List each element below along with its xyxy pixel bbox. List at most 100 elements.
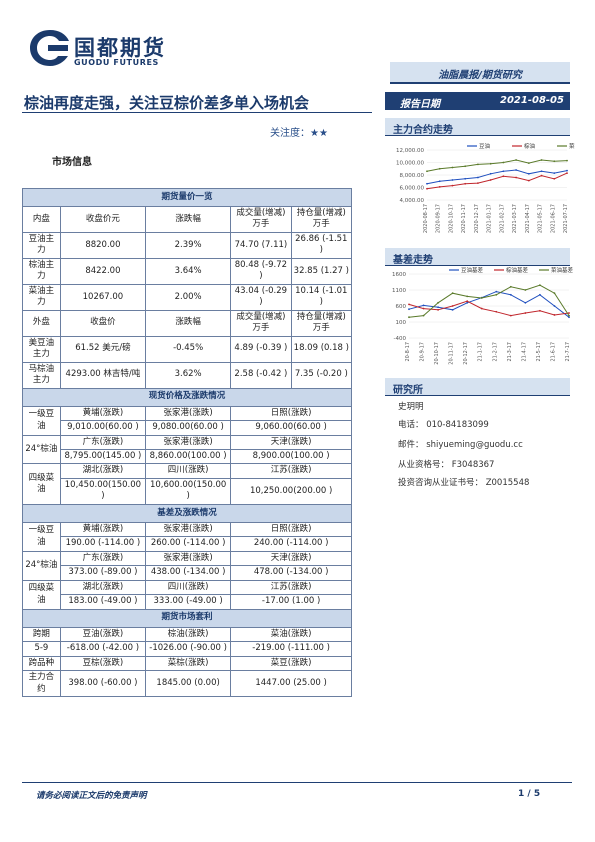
data-point	[437, 301, 439, 304]
data-point	[451, 308, 454, 311]
basis-label: 一级豆油	[22, 521, 61, 552]
focus-stars-icon: ★★	[310, 128, 328, 139]
report-date-value: 2021-08-05	[500, 95, 564, 106]
outer-header-row-cell: 涨跌幅	[145, 309, 232, 337]
data-point	[553, 305, 556, 307]
data-point	[509, 285, 512, 288]
y-tick-label: 8,000.00	[400, 173, 425, 179]
basis-value: 478.00 (-134.00 )	[230, 565, 352, 581]
basis-value: 260.00 (-114.00 )	[145, 536, 232, 552]
basis-value: 190.00 (-114.00 )	[59, 536, 147, 552]
inner-data-row-cell: 43.04 (-0.29 )	[230, 283, 292, 311]
data-point	[553, 160, 556, 163]
spot-value: 10,250.00(200.00 )	[230, 477, 352, 505]
basis-section-title-row: 基差及涨跌情况	[22, 503, 352, 523]
futures-section-title-row: 期货量价一览	[22, 188, 352, 207]
spot-section-title-row: 现货价格及涨跌情况	[22, 387, 352, 407]
arb-header-row: 跨品种 豆棕(涨跌) 菜棕(涨跌) 菜豆(涨跌)	[22, 655, 352, 672]
basis-region: 黄埔(涨跌)	[59, 521, 147, 538]
data-point	[489, 179, 492, 181]
inner-data-row-cell: 2.00%	[145, 283, 232, 311]
inner-data-row: 棕油主力 8422.00 3.64% 80.48 (-9.72 ) 32.85 (1.2…	[22, 257, 353, 285]
x-tick-label: 21-1-17	[478, 342, 484, 362]
inner-header-row-cell: 涨跌幅	[145, 206, 232, 233]
legend-label: 菜油	[569, 142, 575, 150]
data-point	[437, 306, 439, 309]
x-tick-label: 21-5-17	[536, 342, 542, 362]
basis-value-row: 373.00 (-89.00 ) 438.00 (-134.00 ) 478.00 …	[23, 565, 352, 581]
logo-subtext: GUODU FUTURES	[74, 58, 159, 67]
data-point	[509, 293, 512, 296]
outer-data-row-cell: 4.89 (-0.39 )	[230, 335, 292, 363]
data-point	[480, 297, 483, 299]
outer-header-row-cell: 成交量(增减)万手	[230, 309, 292, 337]
data-point	[568, 316, 570, 319]
arb-header-row-cell: 豆棕(涨跌)	[59, 655, 147, 672]
spot-label: 24°棕油	[22, 434, 61, 465]
y-tick-label: 12,000.00	[396, 148, 424, 154]
data-point	[466, 295, 469, 298]
guodu-logo-icon	[30, 30, 69, 66]
data-point	[408, 303, 410, 306]
legend-label: 棕油	[524, 142, 536, 150]
arb-header-row: 跨期 豆油(涨跌) 棕油(涨跌) 菜油(涨跌)	[22, 626, 352, 643]
arb-header-row-cell: 棕油(涨跌)	[145, 626, 232, 643]
x-tick-label: 2021-07-17	[563, 204, 569, 233]
arb-data-row: 5-9 -618.00 (-42.00 ) -1026.00 (-90.00 ) -2…	[22, 641, 352, 657]
data-point	[438, 185, 441, 188]
data-point	[539, 284, 541, 287]
data-point	[527, 179, 530, 182]
data-point	[422, 307, 425, 310]
arb-header-row-cell: 跨期	[22, 626, 61, 643]
futures-section-title: 期货量价一览	[22, 188, 352, 207]
inner-data-row-cell: 26.86 (-1.51 )	[290, 231, 353, 259]
legend-label: 棕油基差	[506, 266, 529, 274]
disclaimer-link[interactable]: 请务必阅读正文后的免责声明	[36, 791, 147, 801]
spot-region: 广东(涨跌)	[59, 434, 147, 450]
data-point	[489, 162, 492, 165]
data-point	[566, 172, 568, 175]
data-point	[489, 172, 492, 175]
outer-data-row-cell: 61.52 美元/磅	[59, 335, 147, 363]
data-point	[515, 176, 517, 179]
outer-data-row: 美豆油主力 61.52 美元/磅 -0.45% 4.89 (-0.39 ) 18.09 …	[22, 335, 353, 363]
basis-chart-heading: 基差走势	[385, 248, 570, 266]
arb-data-row-cell: -618.00 (-42.00 )	[59, 641, 147, 657]
data-point	[502, 175, 505, 178]
y-tick-label: 10,000.00	[396, 161, 424, 167]
x-tick-label: 2020-12-17	[474, 204, 480, 233]
series-line-1	[408, 291, 570, 318]
data-point	[422, 304, 425, 307]
basis-region-row: 四级菜油 湖北(涨跌) 四川(涨跌) 江苏(涨跌)	[22, 579, 352, 610]
researcher-phone: 电话： 010-84183099	[398, 420, 489, 430]
y-tick-label: 6,000.00	[400, 186, 425, 192]
category-banner	[390, 62, 570, 84]
spot-region-row: 四级菜油 湖北(涨跌) 四川(涨跌) 江苏(涨跌)	[22, 463, 352, 505]
inner-header-row-cell: 持仓量(增减)万手	[290, 206, 353, 233]
basis-value-row: 190.00 (-114.00 ) 260.00 (-114.00 ) 240.00…	[23, 536, 352, 552]
basis-region: 湖北(涨跌)	[59, 579, 147, 596]
data-point	[539, 309, 541, 312]
inner-data-row: 菜油主力 10267.00 2.00% 43.04 (-0.29 ) 10.14 (-1…	[22, 283, 353, 311]
basis-label: 四级菜油	[22, 579, 61, 610]
data-point	[540, 159, 543, 161]
arb-header-row-cell: 菜油(涨跌)	[230, 626, 352, 643]
outer-data-row-cell: 3.62%	[145, 361, 232, 389]
spot-region: 黄埔(涨跌)	[59, 405, 147, 422]
x-tick-label: 2021-01-17	[487, 204, 493, 233]
trend-chart-heading: 主力合约走势	[385, 118, 570, 136]
y-tick-label: 600	[396, 304, 407, 310]
inner-data-row-cell: 74.70 (7.11)	[230, 231, 292, 259]
inner-data-row-cell: 80.48 (-9.72 )	[230, 257, 292, 285]
researcher-email[interactable]: 邮件： shiyueming@guodu.cc	[398, 440, 523, 450]
inner-data-row-cell: 2.39%	[145, 231, 232, 259]
report-date-label: 报告日期	[400, 99, 440, 110]
y-tick-label: 1100	[392, 288, 406, 294]
data-point	[502, 170, 505, 173]
series-line-3	[426, 159, 568, 172]
outer-header-row-cell: 收盘价	[59, 309, 147, 337]
outer-data-row-cell: 18.09 (0.18 )	[290, 335, 353, 363]
data-point	[495, 310, 498, 313]
focus-label: 关注度：	[270, 128, 310, 139]
data-point	[438, 180, 441, 183]
